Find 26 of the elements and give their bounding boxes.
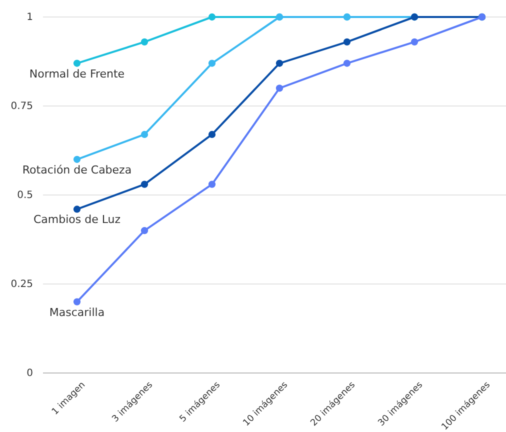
point	[208, 60, 216, 67]
point	[73, 156, 81, 163]
point	[140, 180, 148, 188]
point	[73, 60, 81, 67]
point	[208, 130, 216, 138]
point	[140, 38, 148, 46]
point	[410, 38, 418, 46]
y-tick-label: 1	[26, 12, 33, 24]
series-label: Mascarilla	[49, 306, 105, 319]
point	[343, 60, 351, 67]
point	[276, 84, 284, 92]
y-tick-label: 0.25	[10, 279, 33, 290]
point	[73, 206, 81, 213]
y-tick-label: 0.5	[17, 190, 33, 202]
y-tick-label: 0	[26, 368, 33, 380]
point	[208, 180, 216, 188]
point	[73, 298, 81, 306]
point	[140, 227, 148, 234]
point	[140, 130, 148, 138]
point	[208, 13, 216, 21]
point	[276, 60, 284, 67]
y-tick-label: 0.75	[10, 101, 33, 112]
series-label: Rotación de Cabeza	[22, 163, 132, 176]
point	[343, 38, 351, 46]
series-label: Cambios de Luz	[33, 213, 121, 226]
series-label: Normal de Frente	[29, 67, 125, 80]
